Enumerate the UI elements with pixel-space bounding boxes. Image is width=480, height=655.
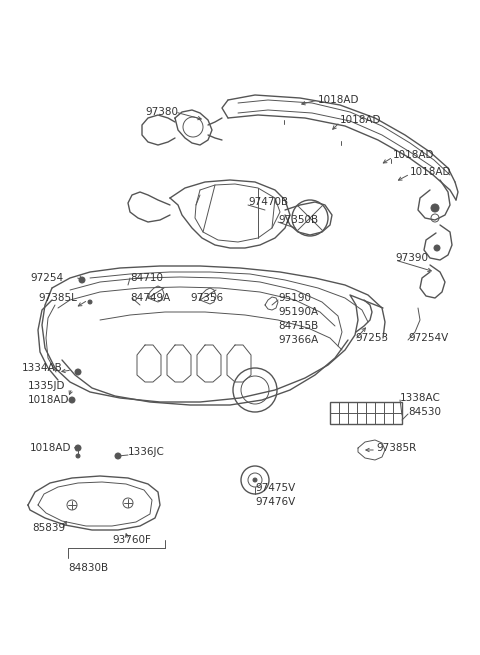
Text: 95190A: 95190A xyxy=(278,307,318,317)
Text: 1336JC: 1336JC xyxy=(128,447,165,457)
Text: 84715B: 84715B xyxy=(278,321,318,331)
Circle shape xyxy=(75,445,81,451)
Text: 1018AD: 1018AD xyxy=(410,167,452,177)
Text: 84749A: 84749A xyxy=(130,293,170,303)
Text: 97385L: 97385L xyxy=(38,293,77,303)
Circle shape xyxy=(431,204,439,212)
Text: 97476V: 97476V xyxy=(255,497,295,507)
Text: 97350B: 97350B xyxy=(278,215,318,225)
Text: 1018AD: 1018AD xyxy=(318,95,360,105)
Text: 1338AC: 1338AC xyxy=(400,393,441,403)
Text: 97385R: 97385R xyxy=(376,443,416,453)
Circle shape xyxy=(75,369,81,375)
Circle shape xyxy=(115,453,121,459)
Text: 95190: 95190 xyxy=(278,293,311,303)
Text: 1018AD: 1018AD xyxy=(393,150,434,160)
Text: 97475V: 97475V xyxy=(255,483,295,493)
Circle shape xyxy=(79,277,85,283)
Text: 1334AB: 1334AB xyxy=(22,363,63,373)
Text: 97254V: 97254V xyxy=(408,333,448,343)
FancyBboxPatch shape xyxy=(330,402,402,424)
Circle shape xyxy=(69,397,75,403)
Circle shape xyxy=(88,300,92,304)
Circle shape xyxy=(253,478,257,482)
Text: 84710: 84710 xyxy=(130,273,163,283)
Text: 97380: 97380 xyxy=(145,107,178,117)
Text: 85839: 85839 xyxy=(32,523,65,533)
Text: 1018AD: 1018AD xyxy=(30,443,72,453)
Text: 97356: 97356 xyxy=(190,293,223,303)
Text: 1335JD: 1335JD xyxy=(28,381,65,391)
Text: 93760F: 93760F xyxy=(112,535,151,545)
Text: 84530: 84530 xyxy=(408,407,441,417)
Circle shape xyxy=(434,245,440,251)
Text: 84830B: 84830B xyxy=(68,563,108,573)
Text: 97253: 97253 xyxy=(355,333,388,343)
Text: 1018AD: 1018AD xyxy=(340,115,382,125)
Text: 97254: 97254 xyxy=(30,273,63,283)
Text: 97470B: 97470B xyxy=(248,197,288,207)
Text: 97390: 97390 xyxy=(395,253,428,263)
Text: 1018AD: 1018AD xyxy=(28,395,70,405)
Circle shape xyxy=(76,454,80,458)
Text: 97366A: 97366A xyxy=(278,335,318,345)
